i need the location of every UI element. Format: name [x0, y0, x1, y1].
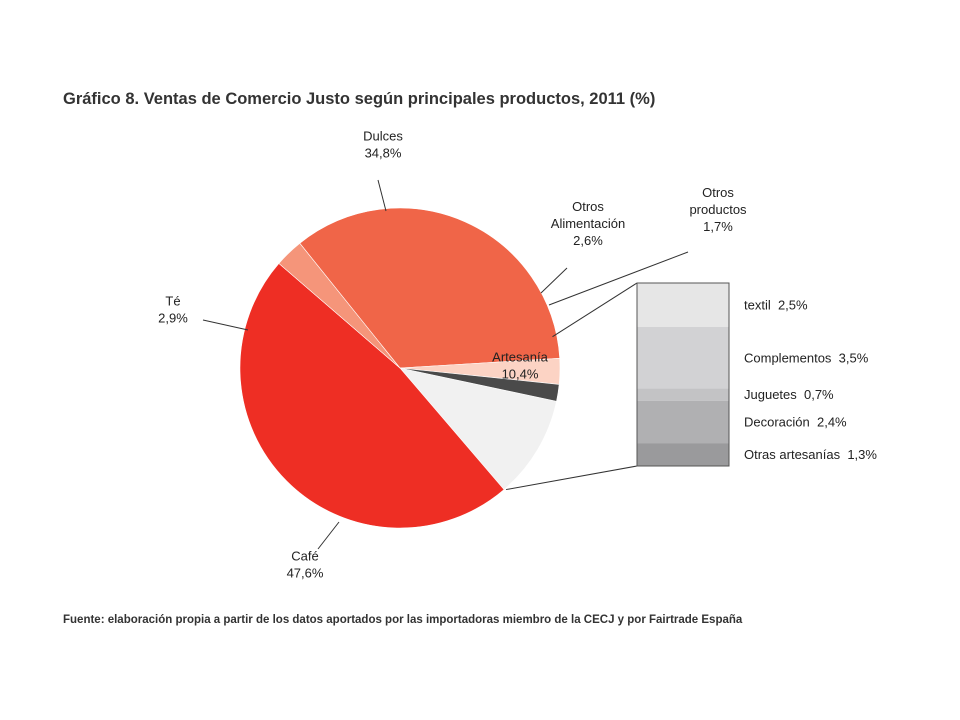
pie-slice-otros-productos: [399, 367, 560, 402]
breakdown-segment-juguetes: [637, 388, 729, 401]
chart-source-note: Fuente: elaboración propia a partir de l…: [63, 614, 743, 626]
slice-label-te: Té 2,9%: [158, 294, 188, 326]
slice-label-cafe: Café 47,6%: [287, 549, 324, 581]
leader-line: [540, 267, 568, 294]
breakdown-segment-textil: [637, 283, 729, 327]
breakdown-label-textil: textil 2,5%: [744, 298, 808, 313]
breakdown-label-juguetes: Juguetes 0,7%: [744, 387, 834, 402]
breakdown-bar-frame: [636, 282, 730, 467]
breakdown-segment-decoracion: [637, 400, 729, 444]
leader-line: [317, 521, 340, 550]
breakdown-segment-complementos: [637, 326, 729, 389]
connector-line-bottom: [505, 465, 638, 491]
pie-slice-artesania: [399, 367, 557, 490]
pie-slice-cafe: [239, 263, 505, 529]
breakdown-label-complementos: Complementos 3,5%: [744, 350, 869, 365]
slice-label-artesania: Artesanía 10,4%: [492, 350, 548, 382]
slice-label-otros-alimentacion: Otros Alimentación 2,6%: [551, 199, 625, 248]
leader-line: [377, 179, 387, 212]
breakdown-segment-otras-artesanias: [637, 443, 729, 467]
pie-slice-dulces: [299, 207, 561, 369]
breakdown-label-decoracion: Decoración 2,4%: [744, 415, 847, 430]
leader-line: [202, 319, 249, 331]
breakdown-label-otras-artesanias: Otras artesanías 1,3%: [744, 447, 877, 462]
leader-line: [548, 251, 689, 306]
slice-label-dulces: Dulces 34,8%: [363, 129, 403, 161]
chart-title: Gráfico 8. Ventas de Comercio Justo segú…: [63, 90, 656, 108]
slice-label-otros-productos: Otros productos 1,7%: [689, 185, 747, 234]
connector-line-top: [552, 282, 638, 338]
